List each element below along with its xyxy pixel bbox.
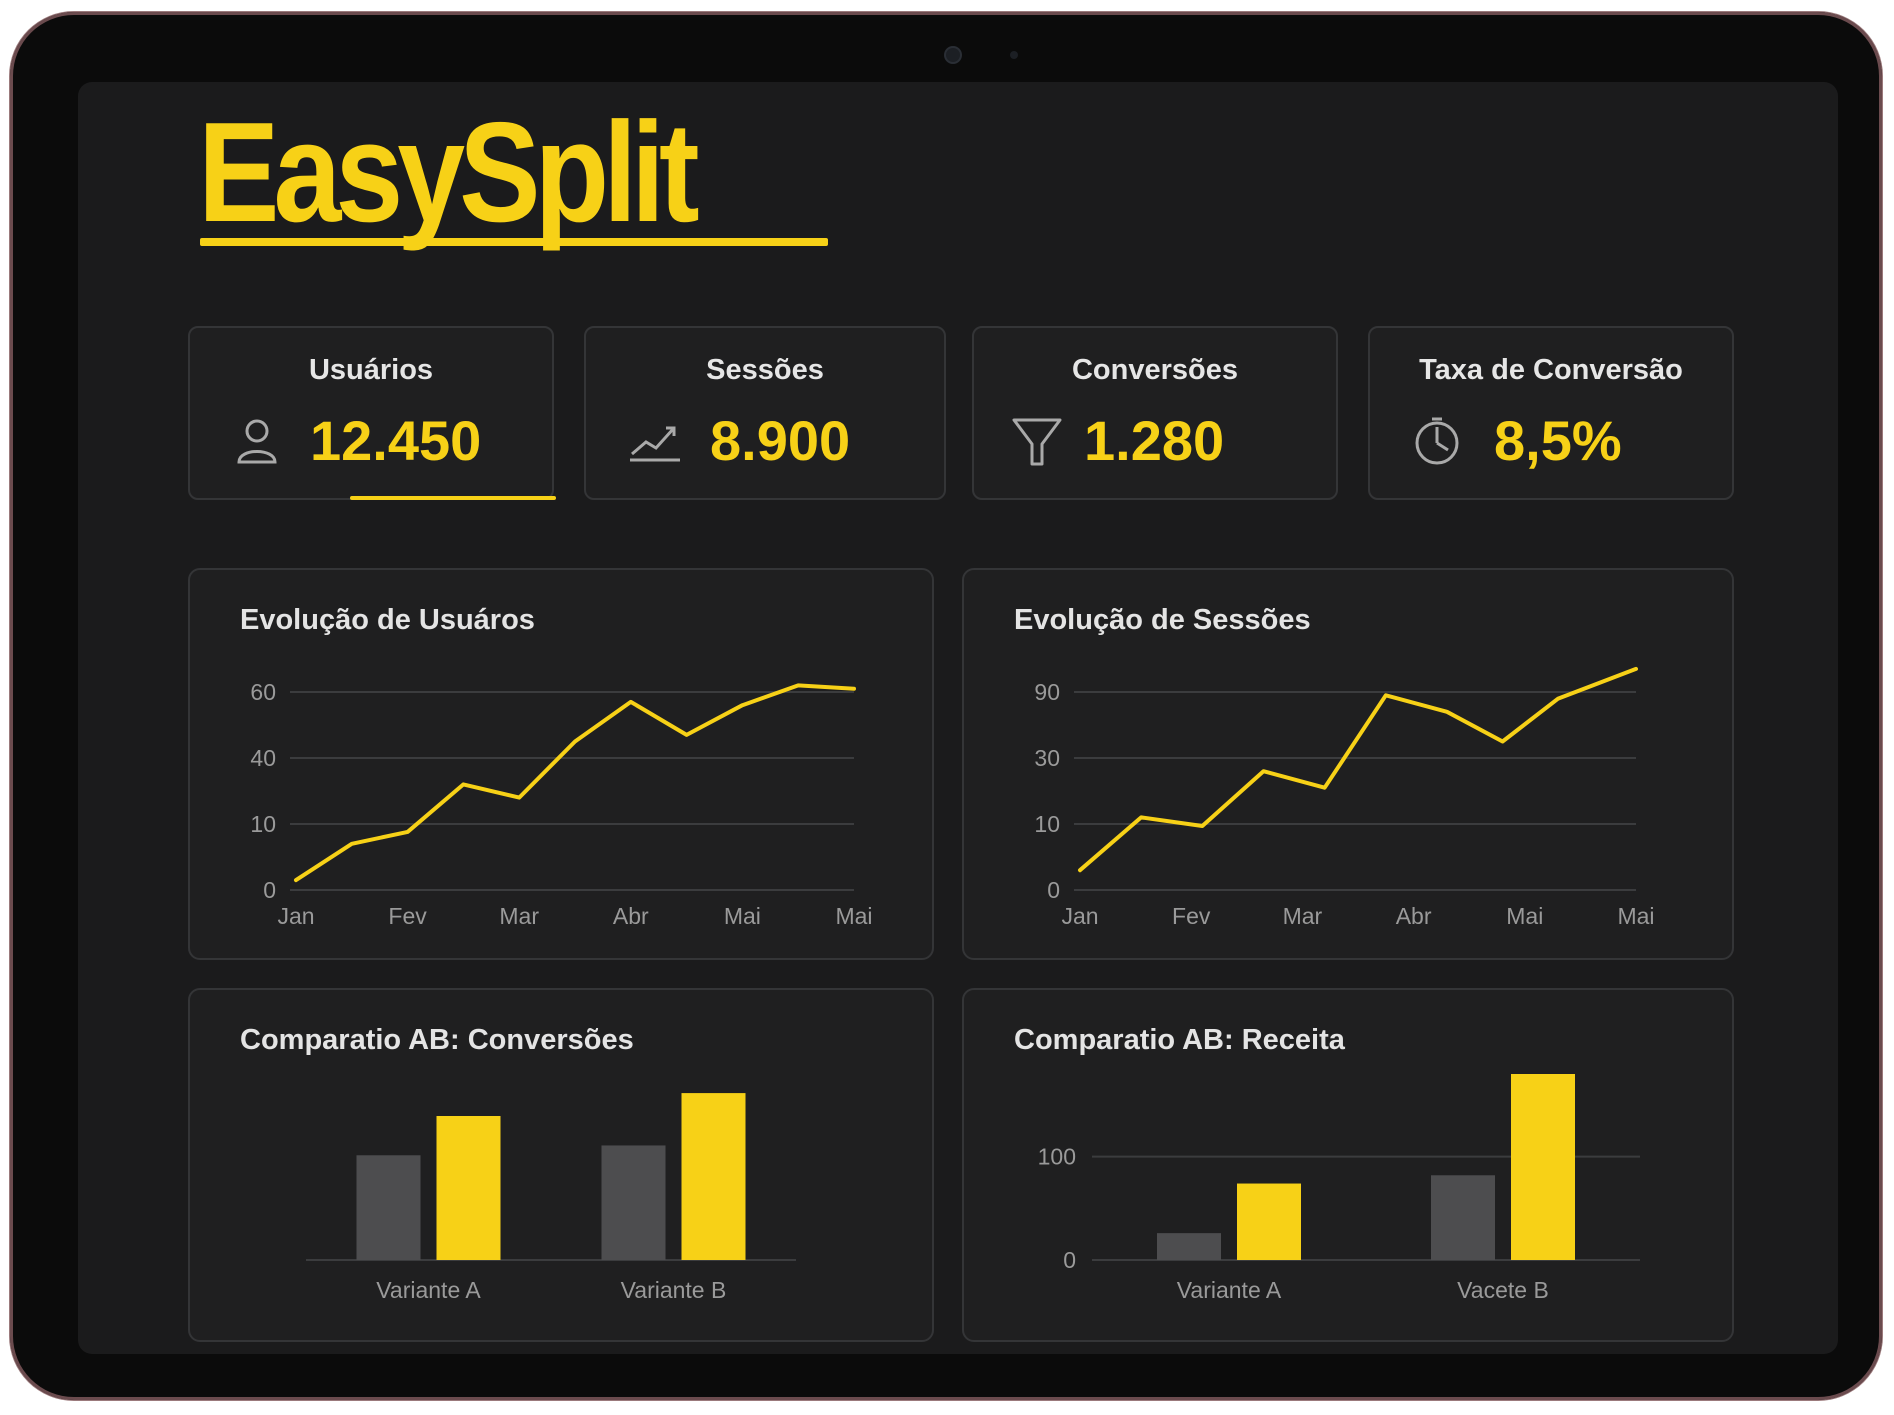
kpi-card-usuarios[interactable]: Usuários 12.450 xyxy=(188,326,556,500)
kpi-card-conversoes[interactable]: Conversões 1.280 xyxy=(972,326,1338,500)
y-tick-label: 60 xyxy=(250,679,276,705)
y-tick-label: 100 xyxy=(1038,1144,1076,1170)
y-tick-label: 10 xyxy=(250,811,276,837)
line-chart-sessoes: 0 10 30 90 Jan Fev Mar Abr Mai Mai xyxy=(1034,666,1655,929)
x-tick-label: Jan xyxy=(277,903,314,929)
x-tick-label: Abr xyxy=(613,903,649,929)
category-label: Variante A xyxy=(1177,1277,1282,1303)
chart-panel-sessoes: Evolução de Sessões 0 10 30 90 Jan Fev Mar Abr M… xyxy=(962,568,1734,960)
y-tick-label: 0 xyxy=(1063,1247,1076,1273)
kpi-title: Conversões xyxy=(1071,354,1238,386)
x-tick-label: Mai xyxy=(835,903,872,929)
y-tick-label: 30 xyxy=(1034,745,1060,771)
chart-panel-conversoes: Comparatio AB: Conversões Variante A Vari… xyxy=(188,988,934,1342)
kpi-title: Usuários xyxy=(308,354,434,386)
series-line xyxy=(294,683,856,883)
x-tick-label: Jan xyxy=(1061,903,1098,929)
x-tick-label: Mar xyxy=(499,903,539,929)
y-tick-label: 10 xyxy=(1034,811,1060,837)
x-tick-label: Mai xyxy=(1617,903,1654,929)
kpi-value: 8.900 xyxy=(710,409,851,472)
bar-control xyxy=(356,1155,421,1260)
kpi-value: 8,5% xyxy=(1494,409,1622,472)
kpi-value: 12.450 xyxy=(310,409,482,472)
active-card-indicator xyxy=(350,496,556,500)
user-icon xyxy=(237,419,277,464)
app-logo: EasySplit xyxy=(198,93,700,252)
chart-title: Evolução de Sessões xyxy=(1014,604,1311,636)
bar-test xyxy=(681,1093,746,1260)
trend-chart-icon xyxy=(630,426,680,462)
series-line xyxy=(1078,666,1638,873)
x-tick-label: Mai xyxy=(724,903,761,929)
y-tick-label: 90 xyxy=(1034,679,1060,705)
x-tick-label: Abr xyxy=(1396,903,1432,929)
funnel-icon xyxy=(1012,418,1062,466)
y-tick-label: 40 xyxy=(250,745,276,771)
chart-title: Comparatio AB: Receita xyxy=(1014,1024,1345,1056)
x-tick-label: Fev xyxy=(388,903,427,929)
category-label: Variante B xyxy=(621,1277,727,1303)
bar-test xyxy=(436,1116,501,1260)
chart-panel-usuarios: Evolução de Usuáros 0 10 40 60 Jan Fev Mar Abr M… xyxy=(188,568,934,960)
bar-test xyxy=(1237,1183,1301,1260)
line-chart-usuarios: 0 10 40 60 Jan Fev Mar Abr Mai Mai xyxy=(250,679,872,929)
kpi-title: Taxa de Conversão xyxy=(1419,354,1683,386)
bar-control xyxy=(1157,1233,1221,1260)
chart-title: Comparatio AB: Conversões xyxy=(240,1024,634,1056)
kpi-card-taxa-conversao[interactable]: Taxa de Conversão 8,5% xyxy=(1368,326,1734,500)
logo-underline xyxy=(200,238,828,246)
kpi-card-sessoes[interactable]: Sessões 8.900 xyxy=(584,326,946,500)
bar-control xyxy=(1431,1175,1495,1260)
front-camera xyxy=(946,48,960,62)
x-tick-label: Mar xyxy=(1283,903,1323,929)
camera-sensor xyxy=(1010,51,1018,59)
bar-test xyxy=(1511,1074,1575,1260)
timer-icon xyxy=(1415,417,1459,465)
kpi-title: Sessões xyxy=(706,354,824,386)
y-tick-label: 0 xyxy=(1047,877,1060,903)
x-tick-label: Fev xyxy=(1172,903,1211,929)
kpi-value: 1.280 xyxy=(1084,409,1225,472)
bar-chart-conversoes: Variante A Variante B xyxy=(306,1093,796,1303)
chart-panel-receita: Comparatio AB: Receita 0 100 Variante A Vac… xyxy=(962,988,1734,1342)
x-tick-label: Mai xyxy=(1506,903,1543,929)
category-label: Vacete B xyxy=(1457,1277,1549,1303)
dashboard-screen: EasySplit Usuários 12.450 Sessões 8.900 … xyxy=(78,82,1838,1354)
bar-control xyxy=(601,1145,666,1260)
chart-title: Evolução de Usuáros xyxy=(240,604,535,636)
category-label: Variante A xyxy=(376,1277,481,1303)
bar-chart-receita: 0 100 Variante A Vacete B xyxy=(1038,1074,1640,1303)
y-tick-label: 0 xyxy=(263,877,276,903)
tablet-frame: EasySplit Usuários 12.450 Sessões 8.900 … xyxy=(10,12,1882,1400)
